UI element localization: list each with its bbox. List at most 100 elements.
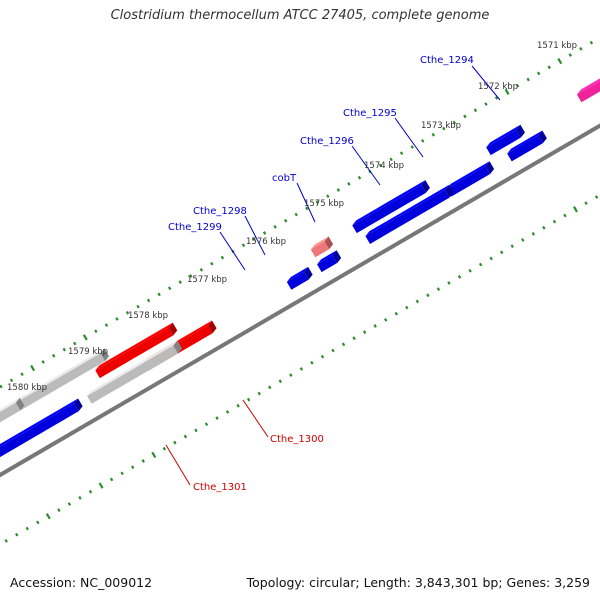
ring-tick <box>210 261 214 266</box>
ring-tick <box>579 46 583 51</box>
gene-bar-rev-left-top <box>0 398 79 447</box>
ring-tick <box>273 225 277 229</box>
gene-bar-cthe-1295-side <box>516 124 525 138</box>
ring-tick <box>468 268 472 273</box>
gene-bar-gray-left-side <box>100 348 110 362</box>
ring-tick <box>352 336 356 341</box>
ring-tick <box>220 255 225 260</box>
ring-tick <box>494 96 499 100</box>
gene-bar-rev-2 <box>507 135 543 162</box>
ring-tick <box>252 237 256 241</box>
ring-tick <box>67 502 72 506</box>
gene-bar-cthe-1296-side <box>421 180 430 193</box>
ring-tick <box>278 379 282 384</box>
ring-tick <box>542 225 546 230</box>
gene-bar-cobt <box>310 241 330 258</box>
ring-tick <box>88 489 93 494</box>
gene-bar-cthe-1299-top <box>286 266 309 282</box>
ring-tick <box>215 416 219 420</box>
ring-tick <box>341 342 346 347</box>
gene-bar-rev-2-side <box>538 130 547 144</box>
leader-cthe-1295 <box>394 117 424 158</box>
gene-label-cthe-1300: Cthe_1300 <box>270 434 324 445</box>
ring-tick <box>82 334 88 341</box>
ring-tick <box>489 256 493 261</box>
gene-bar-rev-3-top <box>446 161 490 189</box>
ring-tick <box>384 317 388 322</box>
leader-cthe-1300 <box>242 399 269 438</box>
feature-tracks <box>0 78 600 458</box>
ring-tick <box>120 471 124 476</box>
gene-bar-cthe-1301-top <box>95 322 173 371</box>
gene-label-cobt: cobT <box>272 173 297 184</box>
leader-cthe-1299 <box>219 231 246 271</box>
ring-tick <box>442 126 446 131</box>
ring-tick <box>373 324 377 328</box>
ring-tick <box>536 71 541 76</box>
gene-bar-cthe-1298-side <box>332 250 342 264</box>
ring-tick <box>0 384 3 389</box>
ring-tick <box>167 286 172 291</box>
gene-bar-cthe-1294-top <box>576 78 600 95</box>
leader-cthe-1301 <box>165 444 191 486</box>
gene-bar-cthe-1301 <box>95 327 174 379</box>
ring-tick <box>521 238 525 242</box>
ring-tick <box>189 274 193 278</box>
ring-tick <box>589 40 594 45</box>
ring-tick <box>557 57 563 65</box>
ring-tick <box>378 163 383 168</box>
ring-tick <box>98 482 104 489</box>
ring-tick <box>463 114 467 119</box>
ring-tick <box>204 422 209 427</box>
gene-label-cthe-1301: Cthe_1301 <box>193 482 247 493</box>
accession-text: Accession: NC_009012 <box>10 575 153 590</box>
ring-tick <box>499 250 504 255</box>
ring-tick <box>4 538 8 543</box>
ring-tick <box>15 532 19 537</box>
ring-tick <box>552 219 557 224</box>
gene-bar-cthe-1295 <box>486 129 521 156</box>
gene-bar-gray-left2 <box>0 402 21 423</box>
label-leader-lines <box>165 65 501 486</box>
ring-tick <box>178 280 182 284</box>
ring-tick <box>20 372 24 377</box>
ring-tick <box>130 465 135 470</box>
gene-bar-rev-3-side <box>485 161 495 174</box>
leader-cthe-1298 <box>244 215 266 256</box>
ring-tick <box>399 151 404 156</box>
tick-rings <box>0 40 599 543</box>
gene-bar-gray-left2-side <box>15 397 25 411</box>
ring-tick <box>36 520 40 525</box>
labels: 1571 kbp 1572 kbp 1573 kbp 1574 kbp 1575 kbp… <box>7 41 577 493</box>
genome-title: Clostridium thermocellum ATCC 27405, com… <box>110 8 490 23</box>
ring-tick <box>62 347 66 352</box>
gene-bar-gray-rev <box>87 345 179 404</box>
ring-tick <box>257 391 261 396</box>
gene-bar-cthe-1300-side <box>208 320 217 334</box>
kbp-label: 1580 kbp <box>7 383 47 393</box>
ring-tick <box>326 194 330 199</box>
ring-tick <box>246 397 251 402</box>
kbp-label: 1579 kbp <box>68 347 108 357</box>
ring-tick <box>199 267 204 272</box>
ring-tick <box>436 287 441 291</box>
ring-tick <box>52 353 56 358</box>
gene-bar-rev-4 <box>365 189 450 244</box>
ring-tick <box>347 182 351 186</box>
ring-tick <box>173 440 177 445</box>
ring-tick <box>484 102 488 106</box>
ring-tick <box>415 299 420 304</box>
ring-tick <box>336 188 341 192</box>
leader-cthe-1296 <box>351 145 381 186</box>
ring-tick <box>294 212 298 217</box>
ring-tick <box>41 360 45 364</box>
ring-tick <box>268 385 272 390</box>
gene-bar-rev-left <box>0 403 79 458</box>
ring-tick <box>357 175 362 180</box>
kbp-label: 1576 kbp <box>246 237 286 247</box>
ring-tick <box>315 200 319 205</box>
ring-tick <box>225 410 230 414</box>
gene-bar-rev-2-top <box>507 130 543 154</box>
leader-cobt <box>296 182 316 223</box>
